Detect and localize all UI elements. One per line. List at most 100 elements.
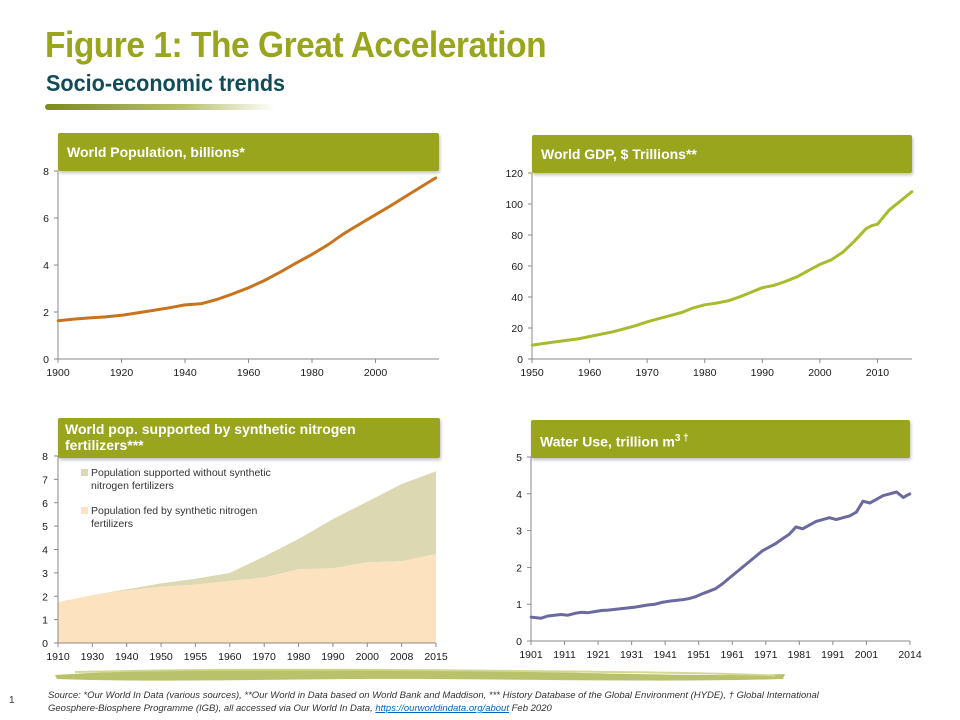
fertilizer-legend-label: Population supported without synthetic ni… bbox=[91, 467, 271, 492]
water-data-point bbox=[620, 607, 623, 610]
water-data-point bbox=[808, 523, 811, 527]
gdp-data-point bbox=[887, 208, 891, 212]
fertilizer-x-tick-label: 1950 bbox=[149, 651, 173, 663]
water-data-point bbox=[875, 498, 878, 501]
water-data-point bbox=[905, 494, 908, 497]
fertilizer-x-tick-label: 1955 bbox=[184, 651, 208, 663]
gdp-data-point bbox=[691, 306, 695, 310]
population-x-tick-label: 1960 bbox=[237, 367, 261, 379]
population-data-point bbox=[183, 303, 187, 307]
water-data-point bbox=[640, 604, 643, 608]
population-data-point bbox=[215, 298, 219, 301]
gdp-y-tick-label: 20 bbox=[511, 323, 523, 335]
gdp-x-tick-label: 1950 bbox=[520, 367, 544, 379]
gdp-data-point bbox=[611, 330, 614, 334]
fertilizer-legend-swatch bbox=[81, 507, 88, 514]
population-y-tick-label: 0 bbox=[43, 354, 49, 366]
water-data-point bbox=[606, 608, 610, 612]
water-data-point bbox=[794, 525, 798, 529]
water-data-point bbox=[546, 614, 550, 618]
gdp-data-point bbox=[910, 190, 914, 193]
water-data-point bbox=[553, 613, 556, 617]
gdp-data-point bbox=[853, 239, 856, 243]
water-x-tick-label: 1971 bbox=[754, 649, 778, 661]
fertilizer-y-tick-label: 2 bbox=[42, 591, 48, 603]
fertilizer-x-tick-label: 1980 bbox=[287, 651, 311, 663]
fertilizer-legend-label: Population fed by synthetic nitrogen fert… bbox=[91, 505, 258, 530]
water-data-point bbox=[834, 518, 838, 521]
water-data-point bbox=[720, 582, 724, 586]
water-data-point bbox=[673, 599, 677, 602]
water-data-point bbox=[580, 610, 583, 614]
water-series-line bbox=[530, 490, 911, 620]
population-y-tick-label: 2 bbox=[43, 307, 49, 319]
water-data-point bbox=[801, 527, 804, 531]
source-footnote: Source: *Our World In Data (various sour… bbox=[48, 689, 838, 715]
water-data-point bbox=[895, 490, 898, 494]
water-x-tick-label: 1941 bbox=[653, 649, 677, 661]
population-data-point bbox=[263, 279, 266, 282]
fertilizer-x-tick-label: 1990 bbox=[321, 651, 345, 663]
gdp-data-point bbox=[870, 224, 873, 227]
water-data-point bbox=[694, 595, 697, 599]
fertilizer-x-tick-label: 2008 bbox=[390, 651, 414, 663]
water-data-point bbox=[687, 597, 690, 600]
water-data-point bbox=[707, 590, 711, 593]
population-data-point bbox=[294, 261, 298, 265]
population-data-point bbox=[326, 243, 330, 247]
gdp-data-point bbox=[807, 269, 810, 272]
gdp-data-point bbox=[680, 311, 683, 314]
water-x-tick-label: 1961 bbox=[721, 649, 745, 661]
water-x-tick-label: 1991 bbox=[821, 649, 845, 661]
gdp-data-point bbox=[576, 337, 580, 341]
population-data-point bbox=[342, 232, 346, 236]
water-data-point bbox=[593, 610, 597, 613]
water-data-point bbox=[747, 560, 751, 564]
gdp-data-point bbox=[795, 275, 799, 279]
gdp-y-tick-label: 40 bbox=[511, 292, 523, 304]
gdp-data-point bbox=[530, 343, 534, 347]
gdp-data-point bbox=[841, 250, 845, 254]
population-data-point bbox=[421, 184, 425, 187]
water-data-point bbox=[714, 587, 717, 591]
water-data-point bbox=[881, 494, 885, 497]
gdp-data-point bbox=[818, 263, 822, 266]
gdp-data-point bbox=[864, 227, 868, 231]
gdp-data-point bbox=[784, 280, 787, 283]
population-data-point bbox=[247, 286, 250, 290]
gdp-data-point bbox=[899, 199, 902, 203]
water-data-point bbox=[848, 514, 851, 518]
gdp-y-tick-label: 80 bbox=[511, 230, 523, 242]
water-x-tick-label: 2001 bbox=[855, 649, 879, 661]
population-y-tick-label: 8 bbox=[43, 166, 49, 178]
water-data-point bbox=[660, 601, 664, 604]
water-x-tick-label: 1901 bbox=[519, 649, 543, 661]
gdp-x-tick-label: 1980 bbox=[693, 367, 717, 379]
population-data-point bbox=[151, 309, 155, 312]
water-data-point bbox=[647, 603, 650, 607]
population-x-tick-label: 2000 bbox=[364, 367, 388, 379]
population-data-point bbox=[56, 319, 60, 322]
water-data-point bbox=[781, 537, 784, 540]
water-data-point bbox=[767, 545, 771, 549]
water-data-point bbox=[586, 611, 590, 614]
gdp-data-point bbox=[761, 286, 764, 290]
water-x-tick-label: 1921 bbox=[586, 649, 610, 661]
page-number: 1 bbox=[9, 695, 15, 706]
fertilizer-x-tick-label: 2000 bbox=[356, 651, 380, 663]
population-data-point bbox=[167, 306, 171, 310]
water-x-tick-label: 1931 bbox=[620, 649, 644, 661]
water-data-point bbox=[787, 532, 791, 536]
page-subtitle: Socio-economic trends bbox=[46, 70, 286, 96]
water-y-tick-label: 4 bbox=[516, 489, 522, 501]
footnote-link[interactable]: https://ourworldindata.org/about bbox=[375, 703, 509, 714]
water-y-tick-label: 2 bbox=[516, 562, 522, 574]
gdp-data-point bbox=[645, 320, 649, 324]
gdp-y-tick-label: 60 bbox=[511, 261, 523, 273]
fertilizer-x-tick-label: 1940 bbox=[115, 651, 139, 663]
water-x-tick-label: 2014 bbox=[898, 649, 922, 661]
population-data-point bbox=[310, 253, 314, 256]
gdp-data-point bbox=[876, 222, 879, 226]
